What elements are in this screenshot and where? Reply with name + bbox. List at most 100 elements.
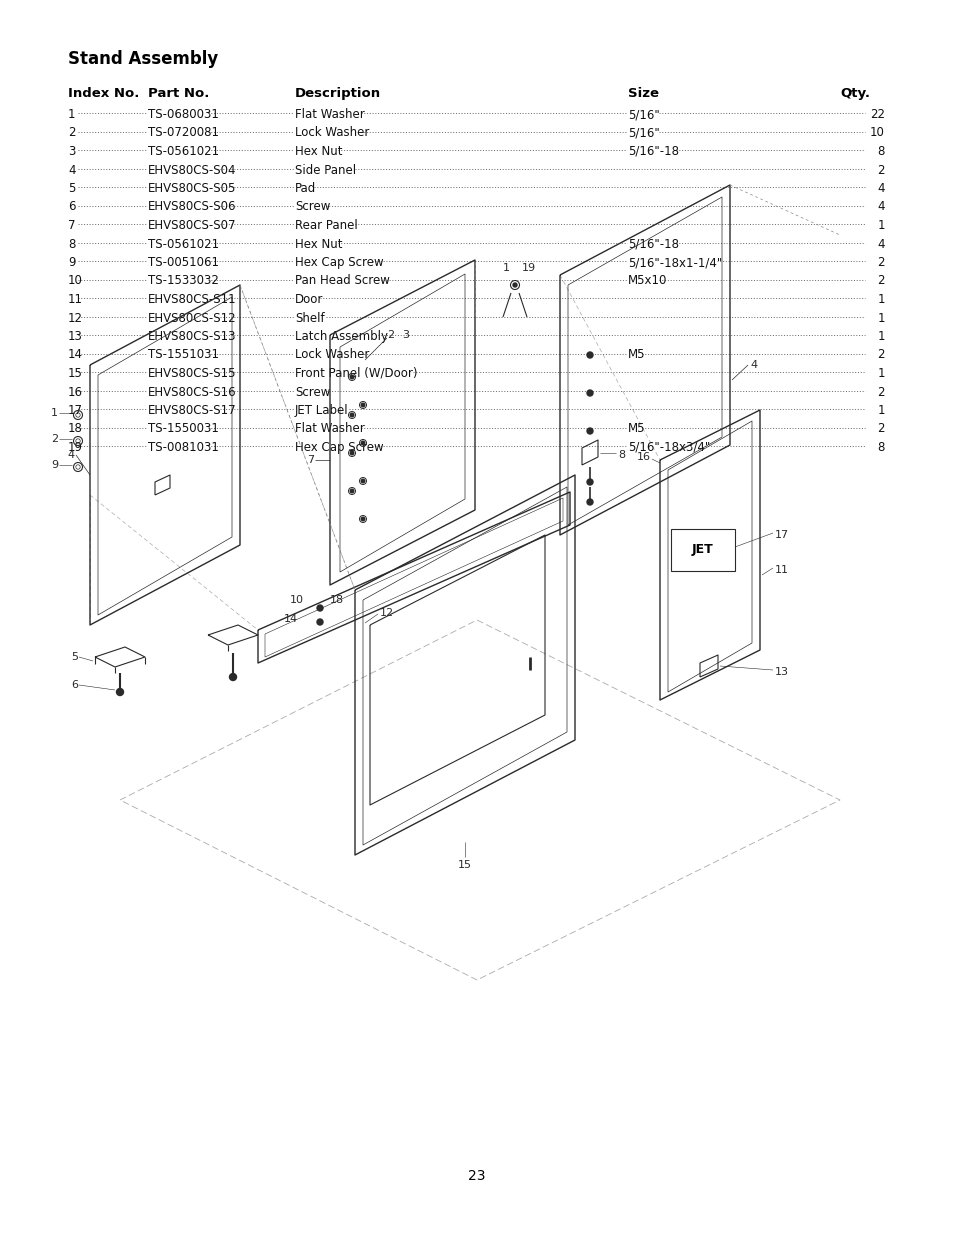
Text: Part No.: Part No. [148, 86, 209, 100]
Text: 9: 9 [51, 459, 58, 471]
Text: 10: 10 [68, 274, 83, 288]
Text: Hex Cap Screw: Hex Cap Screw [294, 441, 383, 454]
Text: 13: 13 [774, 667, 788, 677]
Text: M5: M5 [627, 348, 645, 362]
Text: EHVS80CS-S17: EHVS80CS-S17 [148, 404, 236, 417]
Text: 5/16": 5/16" [627, 107, 659, 121]
Text: Hex Cap Screw: Hex Cap Screw [294, 256, 383, 269]
Circle shape [361, 517, 364, 521]
Text: EHVS80CS-S05: EHVS80CS-S05 [148, 182, 236, 195]
Text: 5/16"-18: 5/16"-18 [627, 144, 679, 158]
Text: EHVS80CS-S11: EHVS80CS-S11 [148, 293, 236, 306]
Text: 1: 1 [877, 219, 884, 232]
Circle shape [350, 451, 354, 454]
Text: 16: 16 [68, 385, 83, 399]
Text: Stand Assembly: Stand Assembly [68, 49, 218, 68]
Text: 1: 1 [877, 293, 884, 306]
Text: 5/16"-18x3/4": 5/16"-18x3/4" [627, 441, 709, 454]
Text: 23: 23 [468, 1170, 485, 1183]
Text: EHVS80CS-S04: EHVS80CS-S04 [148, 163, 236, 177]
Text: 8: 8 [877, 441, 884, 454]
Text: Flat Washer: Flat Washer [294, 422, 364, 436]
Text: 22: 22 [869, 107, 884, 121]
Text: 8: 8 [877, 144, 884, 158]
Text: 16: 16 [637, 452, 650, 462]
FancyBboxPatch shape [670, 529, 734, 571]
Text: 2: 2 [877, 348, 884, 362]
Circle shape [586, 390, 593, 396]
Circle shape [586, 499, 593, 505]
Text: 4: 4 [877, 237, 884, 251]
Text: 5: 5 [71, 652, 78, 662]
Circle shape [316, 605, 323, 611]
Text: 12: 12 [379, 608, 394, 618]
Text: Lock Washer: Lock Washer [294, 126, 369, 140]
Text: 5/16"-18x1-1/4": 5/16"-18x1-1/4" [627, 256, 721, 269]
Circle shape [116, 688, 123, 695]
Text: 14: 14 [284, 614, 297, 624]
Circle shape [230, 673, 236, 680]
Text: 2: 2 [877, 274, 884, 288]
Text: 1: 1 [68, 107, 75, 121]
Text: M5x10: M5x10 [627, 274, 667, 288]
Text: 15: 15 [68, 367, 83, 380]
Text: TS-1551031: TS-1551031 [148, 348, 219, 362]
Text: 1: 1 [877, 404, 884, 417]
Text: EHVS80CS-S07: EHVS80CS-S07 [148, 219, 236, 232]
Circle shape [350, 414, 354, 416]
Text: 19: 19 [521, 263, 536, 273]
Text: 2: 2 [387, 330, 394, 340]
Text: EHVS80CS-S13: EHVS80CS-S13 [148, 330, 236, 343]
Circle shape [361, 441, 364, 445]
Text: TS-0561021: TS-0561021 [148, 144, 219, 158]
Text: 1: 1 [502, 263, 510, 273]
Text: TS-1533032: TS-1533032 [148, 274, 218, 288]
Text: 2: 2 [877, 163, 884, 177]
Text: 5/16": 5/16" [627, 126, 659, 140]
Text: 17: 17 [68, 404, 83, 417]
Text: 11: 11 [774, 564, 788, 576]
Text: 2: 2 [877, 256, 884, 269]
Text: Door: Door [294, 293, 323, 306]
Circle shape [316, 619, 323, 625]
Text: 10: 10 [290, 595, 304, 605]
Text: TS-0720081: TS-0720081 [148, 126, 219, 140]
Text: 5: 5 [68, 182, 75, 195]
Text: Lock Washer: Lock Washer [294, 348, 369, 362]
Text: 17: 17 [774, 530, 788, 540]
Circle shape [513, 283, 517, 287]
Text: Index No.: Index No. [68, 86, 139, 100]
Text: TS-0081031: TS-0081031 [148, 441, 218, 454]
Text: Hex Nut: Hex Nut [294, 144, 342, 158]
Text: EHVS80CS-S06: EHVS80CS-S06 [148, 200, 236, 214]
Text: 1: 1 [877, 367, 884, 380]
Circle shape [361, 403, 364, 406]
Text: 4: 4 [877, 200, 884, 214]
Text: 1: 1 [51, 408, 58, 417]
Text: 11: 11 [68, 293, 83, 306]
Text: Size: Size [627, 86, 659, 100]
Text: 8: 8 [618, 450, 624, 459]
Text: 18: 18 [68, 422, 83, 436]
Text: Qty.: Qty. [840, 86, 869, 100]
Text: Pad: Pad [294, 182, 315, 195]
Text: 3: 3 [401, 330, 409, 340]
Text: 12: 12 [68, 311, 83, 325]
Text: 18: 18 [330, 595, 344, 605]
Text: TS-1550031: TS-1550031 [148, 422, 218, 436]
Circle shape [586, 429, 593, 433]
Text: 8: 8 [68, 237, 75, 251]
Text: EHVS80CS-S12: EHVS80CS-S12 [148, 311, 236, 325]
Text: 4: 4 [749, 359, 757, 370]
Circle shape [361, 479, 364, 483]
Text: 1: 1 [877, 330, 884, 343]
Text: 4: 4 [68, 450, 75, 459]
Text: Flat Washer: Flat Washer [294, 107, 364, 121]
Text: Screw: Screw [294, 200, 330, 214]
Text: 9: 9 [68, 256, 75, 269]
Text: Pan Head Screw: Pan Head Screw [294, 274, 390, 288]
Circle shape [586, 479, 593, 485]
Text: EHVS80CS-S15: EHVS80CS-S15 [148, 367, 236, 380]
Text: M5: M5 [627, 422, 645, 436]
Text: Shelf: Shelf [294, 311, 324, 325]
